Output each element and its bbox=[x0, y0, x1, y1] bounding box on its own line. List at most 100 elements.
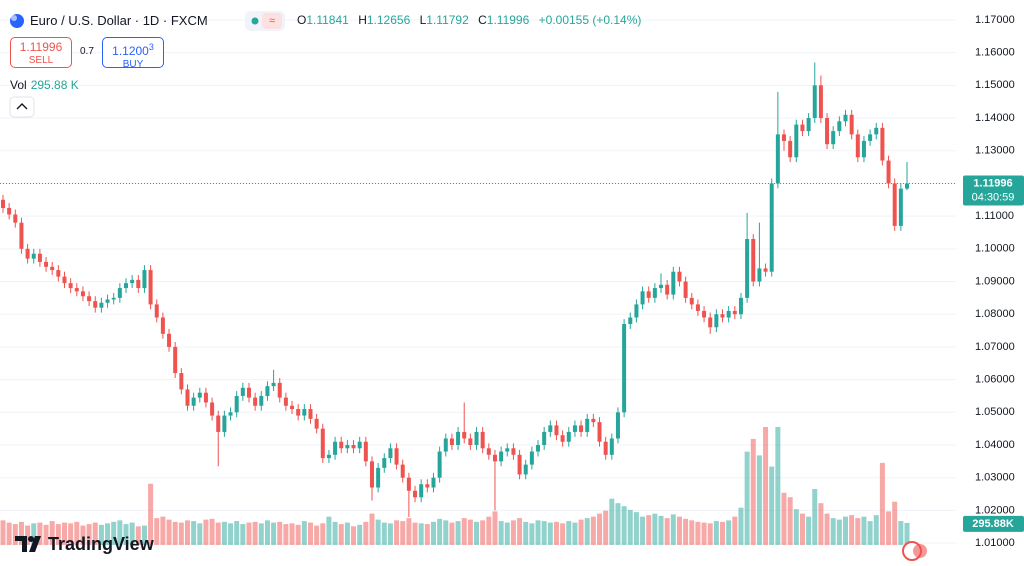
volume-bar bbox=[763, 427, 769, 545]
collapse-button[interactable] bbox=[9, 96, 35, 118]
countdown-label: 04:30:59 bbox=[972, 191, 1015, 203]
candle-body bbox=[683, 281, 688, 298]
h-value: 1.12656 bbox=[366, 13, 411, 27]
volume-bar bbox=[726, 520, 732, 545]
candle-body bbox=[782, 134, 787, 141]
volume-bar bbox=[178, 522, 184, 545]
candle-body bbox=[406, 477, 411, 491]
last-volume-label: 295.88K bbox=[972, 518, 1014, 530]
candle-body bbox=[603, 441, 608, 455]
l-label: L bbox=[419, 13, 427, 27]
volume-bar bbox=[301, 521, 307, 545]
buy-price: 1.12003 bbox=[103, 41, 163, 58]
volume-bar bbox=[855, 518, 861, 545]
candle-body bbox=[259, 395, 264, 406]
volume-bar bbox=[510, 520, 516, 545]
candle-body bbox=[572, 425, 577, 432]
candle-body bbox=[320, 428, 325, 459]
volume-bar bbox=[806, 516, 812, 545]
candle-body bbox=[314, 418, 319, 429]
candle-body bbox=[400, 464, 405, 478]
candle-body bbox=[154, 304, 159, 318]
candle-body bbox=[136, 279, 141, 289]
market-open-dot bbox=[251, 17, 259, 25]
candle-body bbox=[800, 124, 805, 132]
candle-body bbox=[265, 386, 270, 396]
last-price-label: 1.11996 bbox=[973, 177, 1012, 189]
last-volume-tag bbox=[963, 515, 1024, 532]
candle-body bbox=[296, 409, 301, 416]
candle-body bbox=[326, 454, 331, 459]
candle-body bbox=[646, 291, 651, 298]
volume-bar bbox=[314, 525, 320, 545]
volume-bar bbox=[572, 522, 578, 545]
candle-body bbox=[105, 299, 110, 303]
candle-body bbox=[87, 296, 92, 302]
candle-body bbox=[277, 382, 282, 398]
candle-body bbox=[757, 268, 762, 282]
candle-body bbox=[437, 451, 442, 478]
volume-bar bbox=[221, 521, 227, 545]
c-value: 1.11996 bbox=[486, 13, 530, 27]
y-tick-label: 1.02000 bbox=[975, 504, 1015, 516]
buy-button[interactable]: 1.12003 BUY bbox=[102, 37, 164, 70]
buy-label: BUY bbox=[122, 59, 144, 70]
spread: 0.7 bbox=[80, 46, 94, 57]
candle-body bbox=[197, 392, 202, 398]
candle-body bbox=[615, 412, 620, 439]
volume-bar bbox=[105, 523, 111, 545]
volume-bar bbox=[849, 515, 855, 545]
candle-body bbox=[868, 134, 873, 141]
volume-bar bbox=[535, 520, 541, 545]
volume-bar bbox=[455, 521, 461, 545]
candle-body bbox=[148, 270, 153, 305]
volume-bar bbox=[486, 516, 492, 545]
candle-body bbox=[659, 284, 664, 289]
candle-body bbox=[468, 438, 473, 446]
volume-bar bbox=[338, 524, 344, 545]
candle-body bbox=[825, 118, 830, 145]
volume-bar bbox=[264, 520, 270, 545]
volume-bar bbox=[387, 523, 393, 545]
logo-mark bbox=[15, 536, 27, 552]
candle-body bbox=[486, 448, 491, 455]
volume-bar bbox=[904, 522, 910, 545]
volume-bar bbox=[547, 522, 553, 545]
volume-bar bbox=[154, 518, 160, 545]
volume-bar bbox=[215, 522, 221, 545]
volume-bar bbox=[504, 522, 510, 545]
volume-bar bbox=[252, 521, 258, 545]
data-icon-bg bbox=[262, 13, 282, 29]
volume-bar bbox=[886, 511, 892, 545]
candle-body bbox=[456, 431, 461, 446]
symbol-icon-flag bbox=[11, 15, 17, 21]
volume-bar bbox=[443, 520, 449, 545]
volume-bar bbox=[394, 520, 400, 545]
candle-body bbox=[726, 310, 731, 318]
volume-bar bbox=[295, 524, 301, 545]
candle-body bbox=[831, 131, 836, 145]
volume-bar bbox=[603, 510, 609, 545]
volume-bar bbox=[836, 519, 842, 545]
candle-body bbox=[308, 409, 313, 419]
candle-body bbox=[517, 454, 522, 475]
candle-body bbox=[597, 422, 602, 442]
candle-body bbox=[56, 270, 61, 277]
candle-body bbox=[425, 484, 430, 488]
volume-bar bbox=[98, 524, 104, 545]
candle-body bbox=[431, 477, 436, 488]
candle-body bbox=[529, 451, 534, 465]
candle-body bbox=[763, 268, 768, 272]
y-tick-label: 1.07000 bbox=[975, 341, 1015, 353]
volume-bar bbox=[584, 518, 590, 545]
candle-body bbox=[339, 441, 344, 449]
y-tick-label: 1.11000 bbox=[975, 210, 1014, 222]
candle-body bbox=[818, 85, 823, 119]
change: +0.00155 (+0.14%) bbox=[538, 13, 642, 27]
volume-bar bbox=[381, 522, 387, 545]
volume-bar bbox=[326, 516, 332, 545]
sell-button[interactable]: 1.11996 SELL bbox=[10, 37, 72, 68]
volume-bar bbox=[750, 438, 756, 545]
candle-body bbox=[74, 288, 79, 292]
